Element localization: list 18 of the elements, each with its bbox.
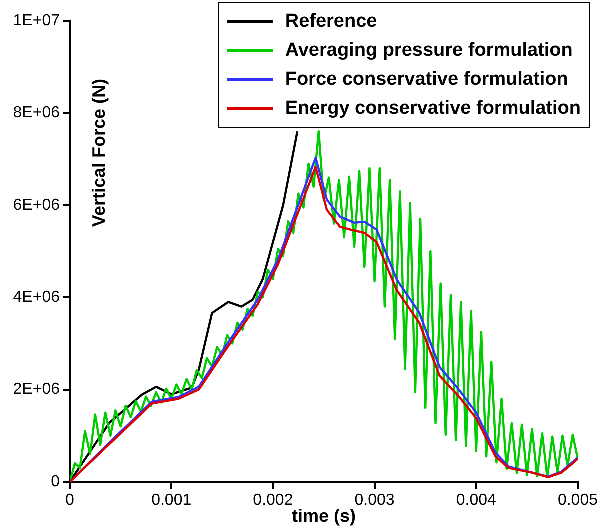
legend-label: Averaging pressure formulation [285, 40, 573, 62]
x-tick-label: 0.003 [354, 492, 395, 510]
y-tick-label: 6E+06 [13, 196, 60, 214]
y-tick-label: 1E+07 [13, 12, 60, 30]
x-tick-label: 0 [66, 492, 75, 510]
y-tick-label: 0 [51, 473, 60, 490]
x-tick-label: 0.005 [558, 492, 598, 510]
x-axis-title: time (s) [292, 506, 356, 526]
y-axis-title: Vertical Force (N) [88, 79, 109, 228]
x-tick-label: 0.004 [456, 492, 496, 510]
legend-label: Reference [285, 10, 378, 32]
x-tick-label: 0.002 [253, 492, 294, 510]
x-tick-label: 0.001 [152, 492, 192, 510]
legend-label: Force conservative formulation [285, 68, 568, 90]
y-tick-label: 2E+06 [13, 381, 60, 398]
y-tick-label: 8E+06 [13, 104, 60, 122]
y-tick-label: 4E+06 [13, 289, 60, 306]
legend-label: Energy conservative formulation [285, 98, 581, 120]
